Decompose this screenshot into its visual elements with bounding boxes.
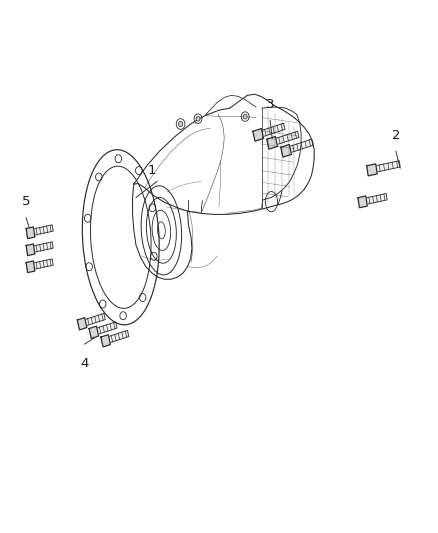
Polygon shape xyxy=(78,318,87,330)
Polygon shape xyxy=(26,242,53,254)
Polygon shape xyxy=(253,123,285,139)
Polygon shape xyxy=(101,335,110,347)
Polygon shape xyxy=(89,322,117,336)
Text: 5: 5 xyxy=(22,195,30,208)
Polygon shape xyxy=(267,131,299,147)
Polygon shape xyxy=(26,261,35,272)
Text: 4: 4 xyxy=(80,357,89,370)
Text: 2: 2 xyxy=(392,128,400,142)
Polygon shape xyxy=(26,225,53,237)
Polygon shape xyxy=(281,144,291,157)
Text: 3: 3 xyxy=(266,98,274,111)
Polygon shape xyxy=(267,136,278,149)
Text: 1: 1 xyxy=(147,164,155,177)
Polygon shape xyxy=(26,259,53,271)
Polygon shape xyxy=(26,227,35,239)
Polygon shape xyxy=(89,326,99,338)
Polygon shape xyxy=(367,164,377,176)
Polygon shape xyxy=(101,330,129,345)
Polygon shape xyxy=(358,196,367,208)
Polygon shape xyxy=(26,244,35,256)
Polygon shape xyxy=(281,139,313,155)
Circle shape xyxy=(196,116,200,121)
Polygon shape xyxy=(253,128,264,141)
Polygon shape xyxy=(78,313,105,328)
Circle shape xyxy=(243,114,247,119)
Circle shape xyxy=(178,122,183,127)
Polygon shape xyxy=(358,193,387,206)
Polygon shape xyxy=(367,161,400,174)
